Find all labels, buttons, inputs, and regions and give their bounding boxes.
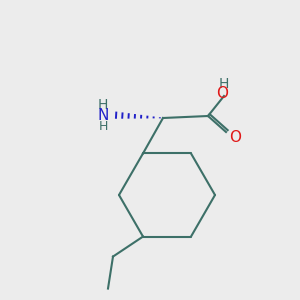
Text: H: H — [219, 77, 229, 91]
Text: H: H — [98, 121, 108, 134]
Text: O: O — [229, 130, 241, 145]
Text: O: O — [216, 86, 228, 101]
Text: N: N — [97, 109, 109, 124]
Text: H: H — [98, 98, 108, 112]
